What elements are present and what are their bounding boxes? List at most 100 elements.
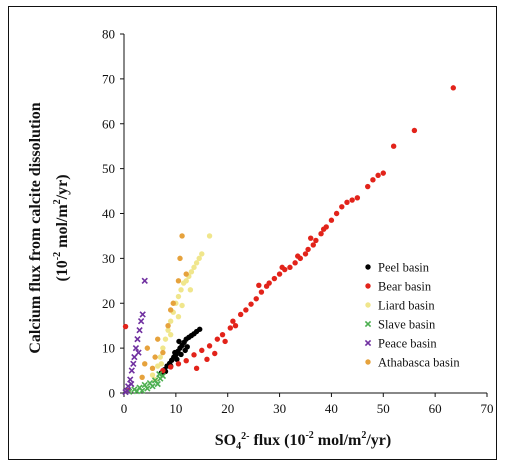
x-title-sq: 2 xyxy=(361,430,366,441)
data-point xyxy=(160,349,166,356)
data-point xyxy=(271,275,278,282)
data-point xyxy=(122,323,129,330)
data-point xyxy=(232,322,239,329)
data-point xyxy=(130,360,137,367)
y-tick-label: 30 xyxy=(102,251,115,266)
data-point xyxy=(183,357,189,364)
series-2 xyxy=(149,233,213,383)
data-point xyxy=(450,85,456,91)
legend-label: Liard basin xyxy=(378,299,435,313)
data-point xyxy=(199,347,205,354)
data-point xyxy=(196,255,202,262)
data-point xyxy=(139,311,146,318)
data-point xyxy=(287,264,293,271)
data-point xyxy=(178,351,184,358)
y-axis-title-line2: (10-2 mol/m2/yr) xyxy=(52,174,71,281)
legend-marker xyxy=(365,359,371,365)
data-point xyxy=(243,307,249,313)
legend-marker xyxy=(364,320,372,328)
data-point xyxy=(197,326,203,332)
data-point xyxy=(158,361,165,367)
data-point xyxy=(370,177,376,183)
data-point xyxy=(123,387,131,394)
y-title-mid: mol/m xyxy=(54,204,71,252)
data-point xyxy=(375,172,381,179)
x-title-rest3: /yr) xyxy=(365,432,391,449)
legend: Peel basin Bear basin Liard basin Slave bas… xyxy=(364,261,460,370)
series-5 xyxy=(139,233,189,380)
y-tick-label: 60 xyxy=(102,116,115,131)
x-axis-title: SO42- flux (10-2 mol/m2/yr) xyxy=(215,430,391,452)
data-point xyxy=(256,282,262,288)
data-point xyxy=(328,217,335,223)
plot-area: 0 10 20 30 40 50 60 70 0 10 20 30 40 50 60 70 80 xyxy=(102,27,494,417)
data-point xyxy=(152,354,158,360)
data-point xyxy=(305,246,311,253)
legend-label: Peace basin xyxy=(378,337,437,351)
data-point xyxy=(188,269,195,275)
data-point xyxy=(313,237,319,244)
data-point xyxy=(295,253,301,259)
data-point xyxy=(137,318,145,325)
data-point xyxy=(174,356,180,363)
y-title-post: /yr) xyxy=(54,174,71,200)
data-point xyxy=(222,338,228,345)
data-point xyxy=(159,372,167,380)
data-point xyxy=(128,367,135,374)
x-tick-label: 20 xyxy=(221,401,234,416)
data-point xyxy=(177,255,183,262)
data-point xyxy=(149,383,156,390)
data-point xyxy=(219,331,226,338)
data-point xyxy=(160,345,166,351)
data-point xyxy=(310,242,316,248)
data-point xyxy=(139,374,145,380)
y-tick-label: 50 xyxy=(102,161,115,176)
data-point xyxy=(212,350,218,357)
legend-label: Athabasca basin xyxy=(378,356,460,370)
data-point xyxy=(175,293,182,300)
x-tick-label: 70 xyxy=(481,401,494,416)
data-point xyxy=(149,365,156,372)
data-point xyxy=(179,233,185,239)
series-4 xyxy=(122,277,148,396)
data-point xyxy=(187,287,194,293)
y-tick-label: 20 xyxy=(102,296,115,311)
data-point xyxy=(175,314,182,320)
data-point xyxy=(170,300,176,306)
data-point xyxy=(142,361,148,367)
data-point xyxy=(248,301,254,307)
x-tick-label: 60 xyxy=(429,401,442,416)
legend-label: Bear basin xyxy=(378,280,432,294)
data-point xyxy=(167,364,174,370)
data-point xyxy=(144,345,151,351)
data-point xyxy=(183,271,189,277)
data-point xyxy=(172,349,178,356)
x-title-exp: -2 xyxy=(305,430,313,441)
data-point xyxy=(154,380,161,388)
data-point xyxy=(292,260,298,266)
x-ticks: 0 10 20 30 40 50 60 70 xyxy=(121,393,494,416)
data-point xyxy=(230,318,236,324)
data-point xyxy=(266,280,272,286)
legend-marker xyxy=(365,283,371,289)
y-tick-label: 80 xyxy=(102,27,115,42)
data-point xyxy=(199,251,205,257)
data-point xyxy=(258,289,265,295)
data-point xyxy=(227,325,234,331)
data-point xyxy=(276,271,283,277)
y-title-exp: -2 xyxy=(52,252,63,260)
data-point xyxy=(162,336,169,342)
data-point xyxy=(149,372,156,378)
x-title-sup: 2- xyxy=(241,431,249,442)
data-point xyxy=(365,183,371,190)
x-tick-label: 0 xyxy=(121,401,128,416)
data-point xyxy=(333,210,340,217)
y-title-pre: (10 xyxy=(54,260,71,281)
data-point xyxy=(135,349,142,356)
legend-marker xyxy=(365,264,371,270)
data-point xyxy=(175,278,182,284)
x-tick-label: 10 xyxy=(169,401,182,416)
data-point xyxy=(179,302,185,309)
data-point xyxy=(279,264,285,271)
